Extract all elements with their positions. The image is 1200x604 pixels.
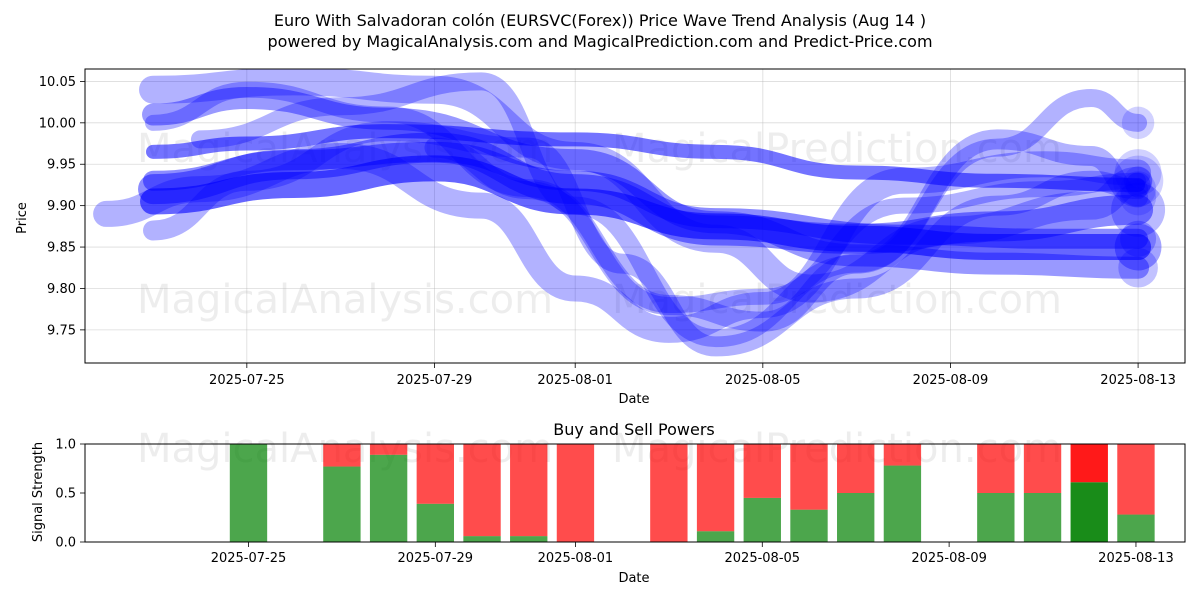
price-wave-line <box>424 129 1149 332</box>
sell-power-bar <box>1070 444 1108 483</box>
buy-sell-power-chart: 2025-07-25 2025-07-29 2025-08-01 2025-08-05… <box>55 438 1186 566</box>
price-chart-xlabel: Date <box>618 392 649 407</box>
price-wave-endpoint <box>1114 223 1162 271</box>
buy-power-bar <box>977 493 1015 542</box>
price-wave-endpoint <box>1125 172 1151 198</box>
price-wave-endpoint <box>1111 182 1166 237</box>
price-x-tick-label: 2025-07-25 <box>209 373 285 388</box>
signal-y-tick-label: 0.0 <box>55 536 76 551</box>
price-y-tick-label: 10.00 <box>39 116 76 131</box>
signal-y-tick-label: 1.0 <box>55 438 76 453</box>
sell-power-bar <box>696 444 735 532</box>
sell-power-bar <box>416 444 455 504</box>
sell-power-bar <box>650 444 688 542</box>
price-wave-endpoint <box>1118 247 1158 288</box>
sell-power-bar <box>743 444 781 498</box>
price-wave-endpoint <box>1112 155 1164 207</box>
price-wave-line <box>143 141 1149 249</box>
price-wave-endpoint <box>1120 179 1157 216</box>
price-y-tick-label: 9.80 <box>47 282 76 297</box>
price-y-tick-label: 9.95 <box>47 158 76 173</box>
sell-power-bar <box>463 444 501 537</box>
price-wave-line <box>145 81 1147 314</box>
buy-power-bar <box>369 454 408 542</box>
signal-chart-ylabel: Signal Strength <box>31 442 46 542</box>
sell-power-bar <box>369 444 408 455</box>
buy-power-bar <box>229 444 268 542</box>
price-plot-frame <box>84 68 1186 364</box>
sell-power-bar <box>323 444 361 467</box>
price-x-tick-label: 2025-08-13 <box>1100 373 1176 388</box>
price-y-tick-label: 9.85 <box>47 241 76 256</box>
price-wave-line <box>142 86 1150 279</box>
signal-x-tick-label: 2025-08-13 <box>1098 551 1174 566</box>
sell-power-bar <box>510 444 548 537</box>
sell-power-bar <box>837 444 875 493</box>
signal-x-tick-label: 2025-07-29 <box>398 551 474 566</box>
sell-power-bar <box>556 444 595 542</box>
price-wave-line <box>143 121 1149 357</box>
buy-power-bar <box>1117 514 1155 542</box>
price-chart-ylabel: Price <box>15 202 30 234</box>
price-wave-line <box>140 155 1152 261</box>
price-y-tick-label: 9.90 <box>47 199 76 214</box>
price-wave-line <box>139 69 1153 303</box>
price-wave-line <box>146 124 1146 192</box>
price-wave-endpoint <box>1120 171 1157 208</box>
watermark-prediction-mid: MagicalPrediction.com <box>612 277 1062 323</box>
chart-title-line2: powered by MagicalAnalysis.com and Magic… <box>267 32 932 51</box>
price-x-tick-label: 2025-08-09 <box>913 373 989 388</box>
sell-power-bar <box>1117 444 1155 515</box>
price-wave-endpoint <box>1121 106 1155 140</box>
buy-power-bar <box>743 497 781 542</box>
chart-title-line1: Euro With Salvadoran colón (EURSVC(Forex… <box>274 11 926 30</box>
sell-power-bar <box>1023 444 1062 493</box>
price-x-tick-label: 2025-08-01 <box>537 373 613 388</box>
buy-power-bar <box>1070 482 1108 542</box>
buy-power-bar <box>323 466 361 542</box>
price-wave-chart: 2025-07-25 2025-07-29 2025-08-01 2025-08-05… <box>39 68 1186 388</box>
buy-power-bar <box>696 531 735 542</box>
price-wave-endpoint <box>1120 220 1157 257</box>
watermark-analysis-mid: MagicalAnalysis.com <box>137 277 553 323</box>
price-wave-endpoint <box>1114 149 1162 196</box>
sell-power-bar <box>977 444 1015 493</box>
buy-power-bar <box>883 465 922 542</box>
price-wave-line <box>93 142 1152 343</box>
signal-chart-xlabel: Date <box>618 571 649 586</box>
sell-power-bar <box>790 444 828 510</box>
buy-power-bar <box>510 536 548 542</box>
price-wave-line <box>190 72 1148 348</box>
signal-x-tick-label: 2025-07-25 <box>211 551 287 566</box>
signal-plot-frame <box>84 443 1186 543</box>
price-x-tick-label: 2025-07-29 <box>397 373 473 388</box>
price-wave-line <box>138 132 1154 254</box>
signal-x-tick-label: 2025-08-05 <box>725 551 801 566</box>
price-y-tick-label: 9.75 <box>47 323 76 338</box>
buy-power-bar <box>463 536 501 542</box>
signal-x-tick-label: 2025-08-09 <box>911 551 987 566</box>
price-waves <box>93 69 1166 357</box>
signal-chart-title: Buy and Sell Powers <box>553 420 715 439</box>
buy-power-bar <box>416 503 455 542</box>
buy-power-bar <box>1023 493 1062 542</box>
signal-x-tick-label: 2025-08-01 <box>538 551 614 566</box>
buy-power-bar <box>837 493 875 542</box>
signal-y-tick-label: 0.5 <box>55 487 76 502</box>
buy-power-bar <box>790 509 828 542</box>
price-wave-endpoint <box>1123 166 1153 196</box>
price-x-tick-label: 2025-08-05 <box>725 373 801 388</box>
price-y-tick-label: 10.05 <box>39 75 76 90</box>
sell-power-bar <box>883 444 922 466</box>
